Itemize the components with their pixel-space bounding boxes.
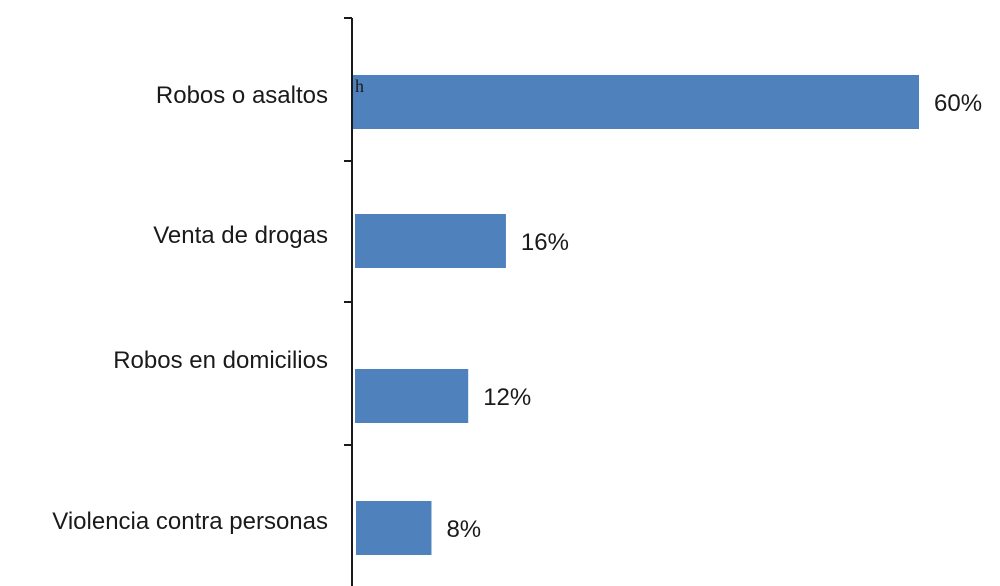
labels-group: 60% Robos o asaltos 16% Venta de drogas 12% R… — [52, 82, 982, 543]
stray-mark-text: h — [355, 76, 364, 96]
bar-0 — [353, 75, 919, 129]
bars-group — [353, 75, 919, 555]
bar-2 — [355, 369, 469, 423]
category-label-1: Venta de drogas — [153, 222, 328, 249]
bar-3 — [356, 501, 432, 555]
category-label-2: Robos en domicilios — [113, 347, 328, 374]
value-label-1: 16% — [521, 229, 569, 256]
category-label-3: Violencia contra personas — [52, 508, 328, 535]
value-label-2: 12% — [483, 384, 531, 411]
bar-1 — [355, 214, 506, 268]
value-label-3: 8% — [446, 516, 481, 543]
category-axis — [344, 17, 353, 586]
category-label-0: Robos o asaltos — [156, 82, 328, 109]
value-label-0: 60% — [934, 90, 982, 117]
